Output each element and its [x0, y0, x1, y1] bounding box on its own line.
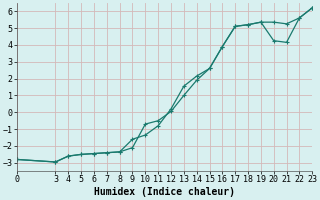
- X-axis label: Humidex (Indice chaleur): Humidex (Indice chaleur): [94, 187, 235, 197]
